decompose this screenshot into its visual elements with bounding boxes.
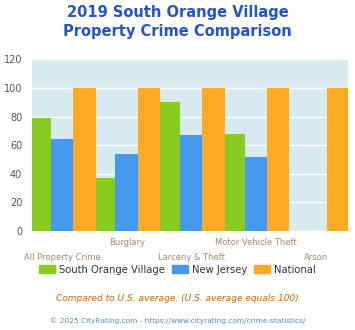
Bar — [180, 135, 202, 231]
Bar — [51, 140, 73, 231]
Bar — [202, 88, 225, 231]
Bar — [93, 178, 115, 231]
Legend: South Orange Village, New Jersey, National: South Orange Village, New Jersey, Nation… — [35, 261, 320, 279]
Bar — [115, 154, 138, 231]
Text: Burglary: Burglary — [109, 238, 144, 247]
Bar — [327, 88, 350, 231]
Text: Larceny & Theft: Larceny & Theft — [158, 253, 225, 262]
Bar — [267, 88, 289, 231]
Text: © 2025 CityRating.com - https://www.cityrating.com/crime-statistics/: © 2025 CityRating.com - https://www.city… — [50, 317, 305, 324]
Bar — [245, 157, 267, 231]
Text: Motor Vehicle Theft: Motor Vehicle Theft — [215, 238, 296, 247]
Bar — [222, 134, 245, 231]
Bar — [158, 102, 180, 231]
Text: Compared to U.S. average. (U.S. average equals 100): Compared to U.S. average. (U.S. average … — [56, 294, 299, 303]
Bar — [73, 88, 95, 231]
Text: Arson: Arson — [304, 253, 328, 262]
Text: All Property Crime: All Property Crime — [24, 253, 100, 262]
Bar — [28, 118, 51, 231]
Text: 2019 South Orange Village
Property Crime Comparison: 2019 South Orange Village Property Crime… — [63, 5, 292, 39]
Bar — [138, 88, 160, 231]
